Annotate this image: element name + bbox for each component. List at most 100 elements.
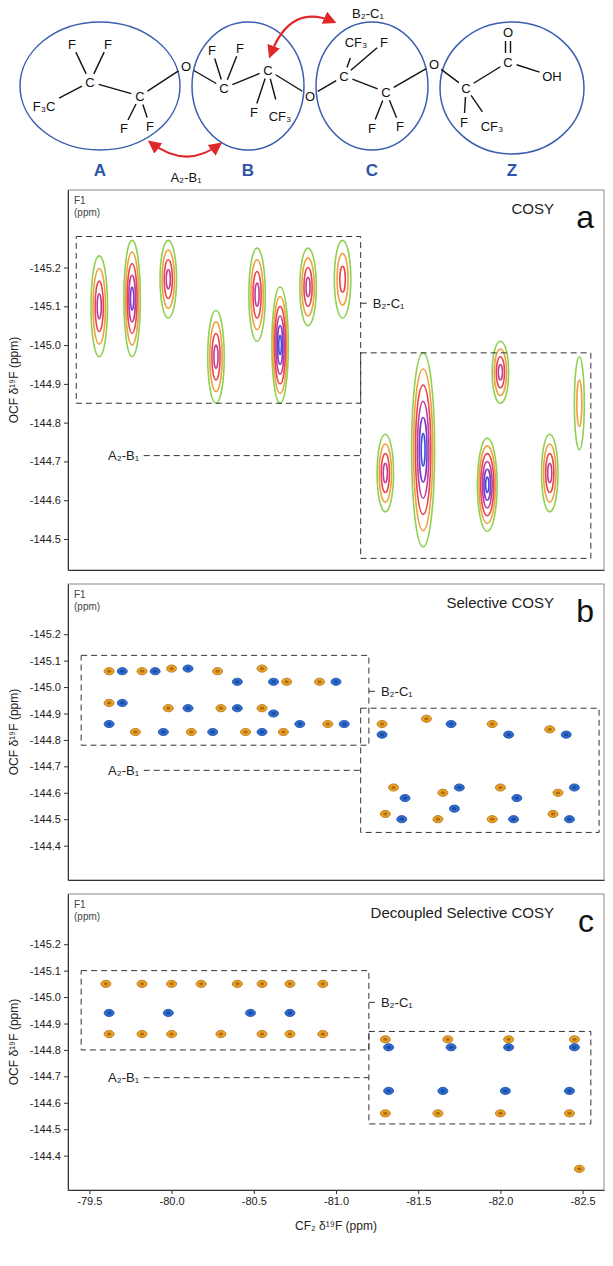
y-axis-line: [68, 585, 69, 881]
atom-label: C: [85, 75, 94, 90]
contour-level: [574, 357, 584, 450]
panel-title: Selective COSY: [446, 594, 554, 611]
x-tick-label: -82.0: [488, 1195, 513, 1207]
contour-level: [160, 240, 176, 318]
peak-dot-core: [441, 1089, 445, 1092]
peak-dot: [318, 1030, 328, 1037]
peak-dot: [389, 784, 399, 791]
peak-dot: [158, 728, 168, 735]
y-tick: -144.7: [30, 1070, 68, 1082]
y-tick-mark: [64, 423, 68, 424]
annotations: B₂-C₁A₂-B₁: [81, 971, 591, 1124]
atom-label: F: [380, 35, 388, 50]
y-tick-label: -145.0: [30, 339, 61, 351]
peak-dot-core: [107, 722, 111, 725]
contour-level: [577, 380, 582, 427]
x-axis-title: CF₂ δ¹⁹F (ppm): [295, 1219, 377, 1233]
peak-dot: [208, 728, 218, 735]
y-axis: -145.2-145.1-145.0-144.9-144.8-144.7-144…: [30, 895, 69, 1191]
contour-level: [162, 250, 174, 308]
group-outline: [20, 22, 180, 150]
peak-dot-core: [260, 730, 264, 733]
atom-label: F: [460, 115, 468, 130]
contour-level: [306, 277, 310, 296]
group-label: A: [94, 161, 106, 180]
peak-dot-core: [107, 701, 111, 704]
contour-level: [273, 297, 287, 394]
y-tick: -144.8: [30, 417, 68, 429]
panel-title: COSY: [511, 200, 554, 217]
peak-dot-core: [260, 982, 264, 985]
atom-label: C: [503, 55, 512, 70]
bond: [276, 75, 303, 92]
bond: [474, 67, 501, 84]
peak-dot: [561, 731, 571, 738]
atom-label: C: [135, 89, 144, 104]
peak-dot: [504, 1036, 514, 1043]
x-tick-label: -82.5: [571, 1195, 596, 1207]
atom-label: CF₃: [481, 119, 504, 134]
peak-dot-core: [219, 707, 223, 710]
contour-level: [127, 264, 137, 334]
y-tick: -145.0: [30, 339, 68, 351]
y-tick: -144.4: [30, 1150, 68, 1162]
bond: [128, 104, 136, 120]
contour-level: [129, 275, 136, 322]
contour-level: [279, 335, 282, 354]
contour-level: [414, 369, 433, 531]
contour-level: [542, 434, 558, 512]
atom-label: O: [181, 59, 191, 74]
peak-dot: [504, 731, 514, 738]
peak-dot: [339, 720, 349, 727]
y-tick-mark: [64, 461, 68, 462]
y-tick-label: -144.9: [30, 1018, 61, 1030]
axis-corner-label: (ppm): [74, 911, 100, 922]
bond: [441, 69, 459, 82]
y-tick: -145.0: [30, 991, 68, 1003]
peak-dot-core: [400, 818, 404, 821]
y-tick: -144.5: [30, 1123, 68, 1135]
peak-dot-core: [186, 707, 190, 710]
contour-level: [544, 444, 556, 502]
peak-dot: [117, 668, 127, 675]
peak-dot-core: [326, 722, 330, 725]
peak-dot-core: [288, 1032, 292, 1035]
peak-dot: [216, 705, 226, 712]
atom-label: F: [208, 43, 216, 58]
y-tick: -144.8: [30, 1044, 68, 1056]
atom-label: F: [68, 37, 76, 52]
y-axis-title: OCF δ¹⁹F (ppm): [7, 689, 21, 775]
contour-level: [277, 326, 282, 365]
peak-dot: [104, 1030, 114, 1037]
region-leader: [361, 303, 370, 304]
y-axis: -145.2-145.1-145.0-144.9-144.8-144.7-144…: [30, 191, 69, 571]
y-tick-label: -144.7: [30, 1070, 61, 1082]
peak-dot-core: [572, 1046, 576, 1049]
peak-dot-core: [199, 982, 203, 985]
y-axis-line: [68, 895, 69, 1191]
y-tick-label: -144.4: [30, 840, 61, 852]
contour-level: [482, 461, 492, 508]
contour-level: [496, 357, 504, 388]
peak-dot: [163, 705, 173, 712]
peak-dot-core: [288, 1011, 292, 1014]
peak-dot: [504, 1044, 514, 1051]
peak-dot: [232, 705, 242, 712]
peak-dot: [446, 720, 456, 727]
y-tick-label: -145.2: [30, 938, 61, 950]
peak-dot-core: [511, 818, 515, 821]
contour-level: [494, 349, 506, 396]
atom-label: OH: [542, 69, 562, 84]
contour-level: [383, 463, 387, 482]
peak-dot: [315, 678, 325, 685]
x-tick: -80.5: [242, 1190, 267, 1207]
x-tick: -80.0: [160, 1190, 185, 1207]
peak-dot: [257, 705, 267, 712]
peak-dot-core: [281, 730, 285, 733]
bond: [143, 105, 147, 118]
peak-dot-core: [120, 670, 124, 673]
peak-dot-core: [166, 707, 170, 710]
peak-dot: [433, 816, 443, 823]
x-axis: [69, 880, 605, 881]
bond: [99, 84, 132, 93]
